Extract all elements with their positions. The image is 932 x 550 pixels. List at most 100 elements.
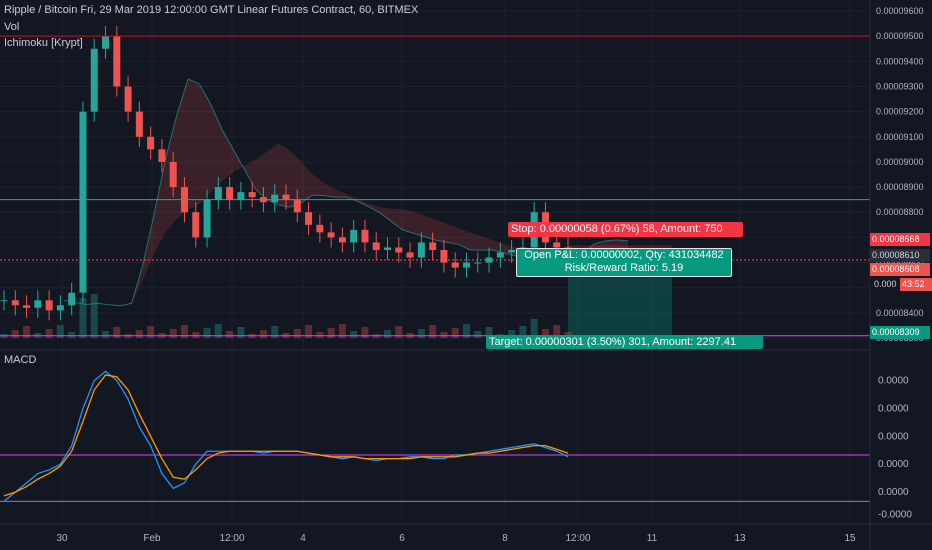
macd-tick-label: 0.0000: [878, 376, 909, 387]
price-tick-label: 0.00009200: [876, 107, 924, 117]
price-tick-label: 0.00008600: [876, 258, 924, 268]
price-tick-label: 0.00009500: [876, 31, 924, 41]
candle-body: [34, 300, 42, 308]
time-tick-label: Feb: [143, 533, 161, 544]
risk-reward-text: Risk/Reward Ratio: 5.19: [564, 262, 684, 274]
time-tick-label: 15: [844, 533, 856, 544]
candle-body: [417, 242, 425, 258]
candle-body: [214, 187, 222, 200]
volume-legend[interactable]: Vol: [4, 21, 20, 33]
volume-bar: [451, 328, 459, 338]
candle-body: [462, 262, 470, 268]
macd-tick-label: -0.0000: [878, 509, 912, 520]
macd-tick-label: 0.0000: [878, 459, 909, 470]
candle-body: [496, 252, 504, 258]
open-pnl-box[interactable]: Open P&L: 0.00000002, Qty: 431034482 Ris…: [516, 248, 732, 277]
macd-tick-label: 0.0000: [878, 487, 909, 498]
volume-bar: [293, 329, 301, 338]
volume-bar: [45, 329, 53, 338]
candle-body: [169, 161, 177, 188]
volume-bar: [192, 332, 200, 338]
candle-body: [361, 229, 369, 243]
volume-bar: [305, 325, 313, 338]
candle-body: [372, 242, 380, 250]
candle-body: [68, 292, 76, 306]
volume-bar: [169, 329, 177, 338]
candle-body: [485, 257, 493, 263]
candle-body: [113, 36, 121, 87]
volume-bar: [361, 327, 369, 338]
candle-body: [135, 111, 143, 137]
candle-body: [0, 300, 8, 302]
candle-body: [237, 192, 245, 200]
volume-bar: [553, 325, 561, 338]
candle-body: [451, 262, 459, 268]
candle-body: [282, 194, 290, 200]
volume-bar: [214, 324, 222, 338]
target-label[interactable]: Target: 0.00000301 (3.50%) 301, Amount: …: [486, 335, 763, 349]
partial-price-label: 0.000: [870, 278, 900, 291]
volume-bar: [327, 328, 335, 338]
candle-body: [158, 149, 166, 162]
macd-tick-label: 0.0000: [878, 431, 909, 442]
macd-tick-label: 0.0000: [878, 403, 909, 414]
candle-body: [271, 194, 279, 203]
candle-body: [305, 212, 313, 225]
volume-bar: [203, 328, 211, 338]
volume-bar: [237, 327, 245, 338]
stop-loss-label[interactable]: Stop: 0.00000058 (0.67%) 58, Amount: 750: [508, 222, 743, 237]
candle-body: [147, 136, 155, 150]
volume-bar: [259, 330, 267, 338]
candle-body: [192, 212, 200, 238]
candle-body: [350, 229, 358, 243]
volume-bar: [135, 330, 143, 338]
volume-bar: [90, 294, 98, 338]
candle-body: [429, 242, 437, 250]
stop-price-label: 0.00008668: [870, 233, 930, 246]
candle-body: [440, 249, 448, 263]
chart-title: Ripple / Bitcoin Fri, 29 Mar 2019 12:00:…: [4, 4, 419, 16]
time-axis[interactable]: 30 Feb 12:00 4 6 8 12:00 11 13 15: [56, 533, 856, 544]
volume-bar: [417, 329, 425, 338]
volume-bar: [180, 325, 188, 338]
price-tick-label: 0.00009600: [876, 6, 924, 16]
time-tick-label: 13: [734, 533, 746, 544]
time-tick-label: 6: [399, 533, 405, 544]
time-tick-label: 30: [56, 533, 68, 544]
candle-body: [56, 305, 64, 311]
volume-bar: [102, 331, 110, 338]
price-tick-label: 0.00009400: [876, 56, 924, 66]
volume-bar: [147, 326, 155, 338]
candlestick-series: [0, 26, 572, 321]
candle-body: [338, 237, 346, 243]
candle-body: [11, 300, 19, 306]
last-price-label: 0.00008610: [870, 249, 930, 262]
macd-legend[interactable]: MACD: [4, 354, 37, 366]
cloud-area: [64, 78, 628, 306]
volume-bar: [338, 324, 346, 338]
candle-body: [45, 300, 53, 311]
price-tick-label: 0.00008400: [876, 308, 924, 318]
price-tick-label: 0.00008800: [876, 207, 924, 217]
target-price-label: 0.00008309: [870, 326, 930, 339]
volume-bar: [395, 326, 403, 338]
volume-bar: [474, 331, 482, 338]
macd-pane: [0, 370, 870, 502]
time-tick-label: 12:00: [565, 533, 590, 544]
price-tick-label: 0.00009300: [876, 81, 924, 91]
signal-line: [3, 374, 569, 497]
candle-body: [327, 232, 335, 238]
volume-bar: [316, 332, 324, 338]
candle-body: [316, 224, 324, 233]
candle-body: [79, 111, 87, 293]
macd-axis[interactable]: 0.0000 0.0000 0.0000 0.0000 0.0000 -0.0000: [878, 376, 912, 521]
ichimoku-legend[interactable]: Ichimoku [Krypt]: [4, 37, 83, 49]
time-tick-label: 11: [647, 533, 658, 544]
price-tick-label: 0.00009100: [876, 132, 924, 142]
volume-bar: [113, 327, 121, 338]
price-tick-label: 0.00008900: [876, 182, 924, 192]
candle-body: [474, 262, 482, 264]
candle-body: [508, 249, 516, 253]
candle-body: [293, 199, 301, 213]
